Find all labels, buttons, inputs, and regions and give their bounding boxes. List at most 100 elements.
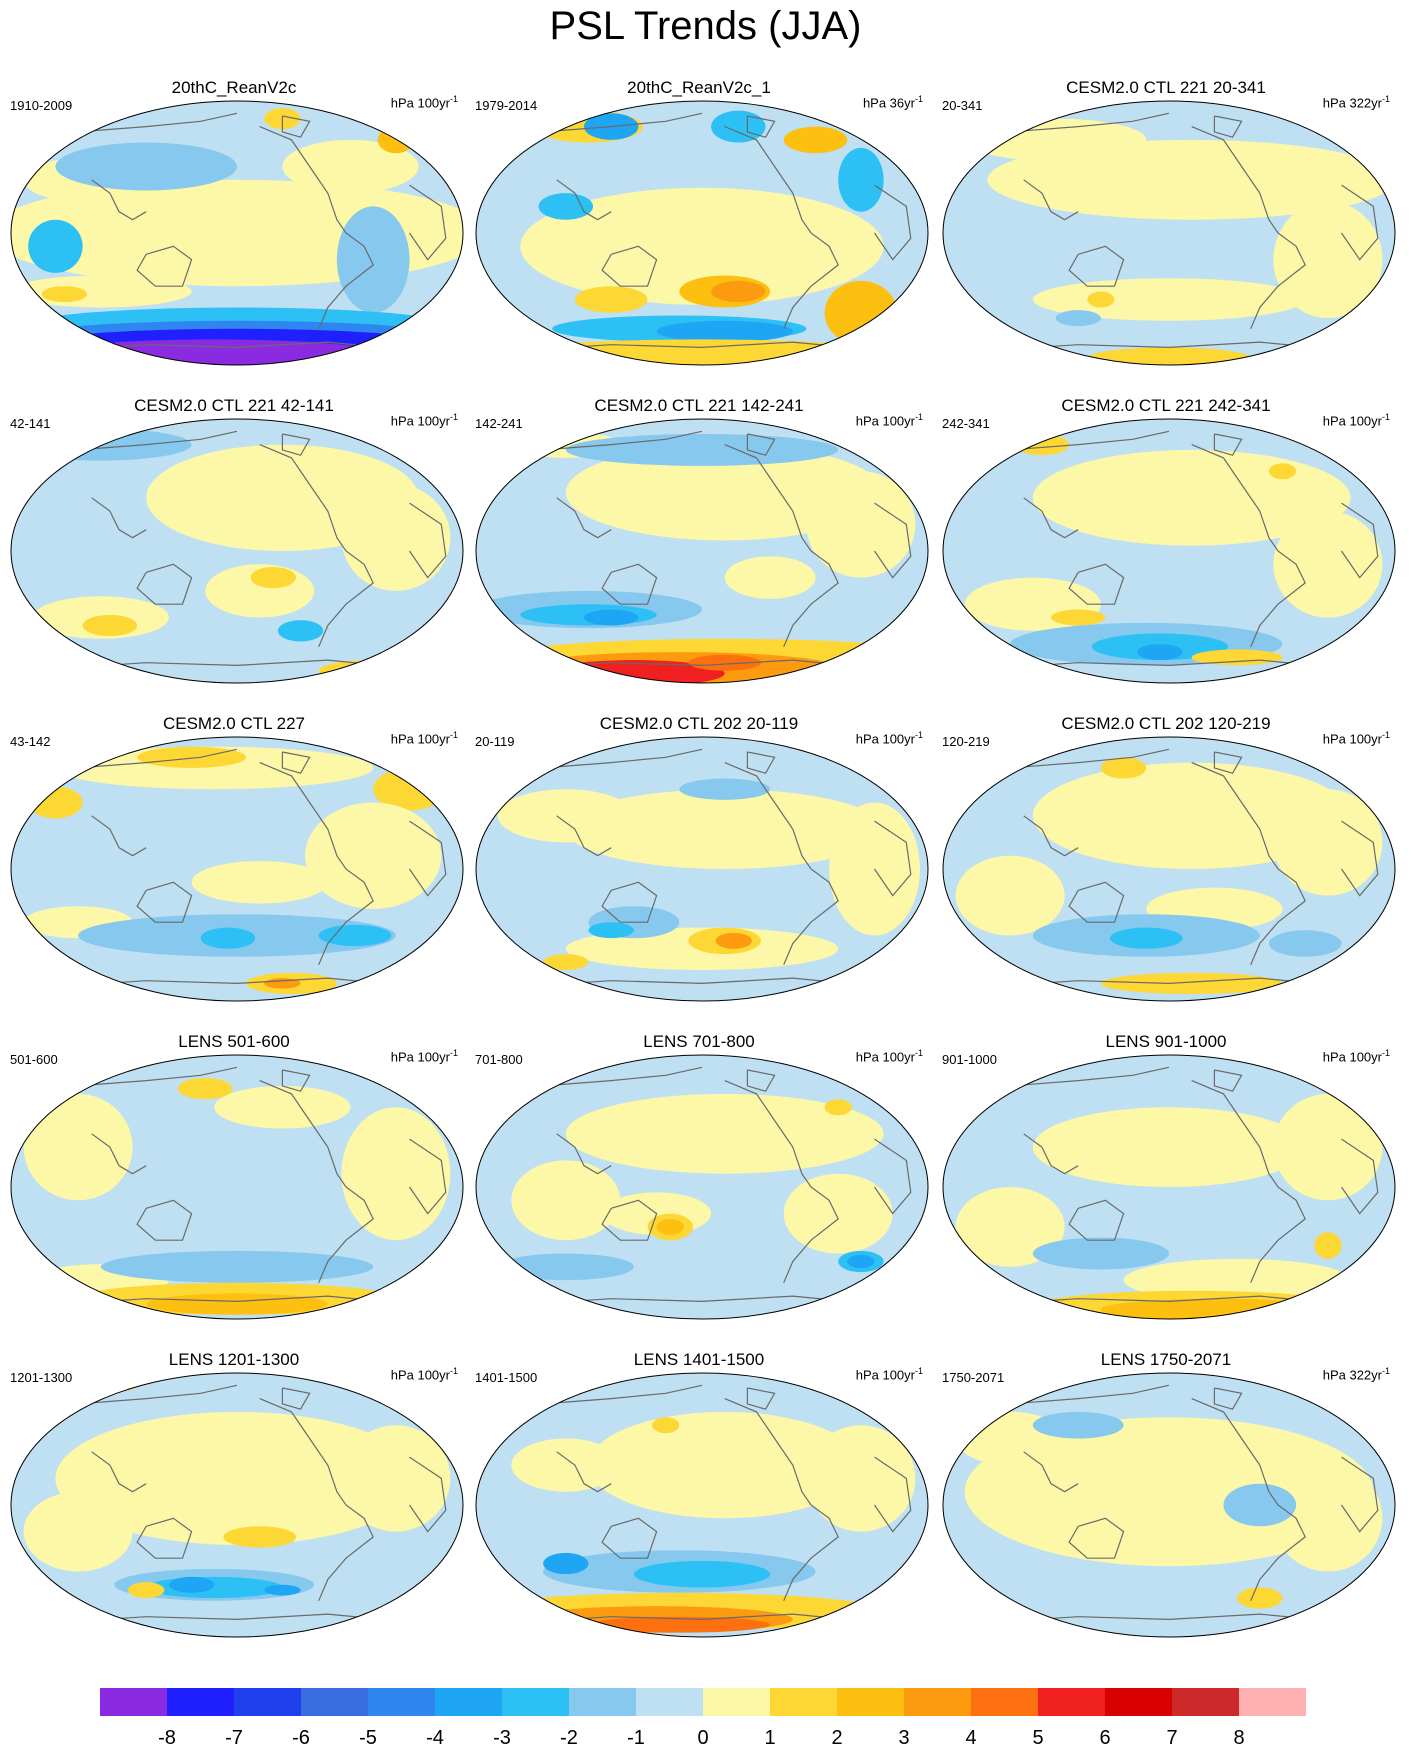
- coastline: [91, 1451, 147, 1493]
- map-border: [942, 1372, 1396, 1638]
- colorbar-tick-label: -8: [158, 1727, 176, 1748]
- contour-region: [679, 778, 771, 800]
- map-border: [942, 736, 1396, 1002]
- coastline: [724, 444, 839, 648]
- panel-title: LENS 701-800: [643, 1032, 755, 1051]
- colorbar-swatch: [703, 1688, 771, 1716]
- panel-title: CESM2.0 CTL 202 20-119: [599, 714, 799, 733]
- contour-region: [146, 1576, 283, 1599]
- panel-period: 1201-1300: [10, 1370, 73, 1385]
- panel-period: 42-141: [10, 416, 51, 431]
- colorbar-tick-label: 0: [697, 1727, 708, 1748]
- colorbar-tick-label: -4: [426, 1727, 444, 1748]
- contour-region: [277, 620, 324, 642]
- coastline: [409, 1138, 447, 1215]
- panel-title: LENS 1750-2071: [1100, 1350, 1232, 1369]
- contour-region: [82, 614, 138, 637]
- panel-title: CESM2.0 CTL 221 42-141: [134, 396, 334, 415]
- coastline: [874, 502, 912, 579]
- panel-period: 120-219: [942, 734, 990, 749]
- coastline: [1213, 433, 1243, 456]
- trend-map: [10, 1372, 464, 1638]
- contour-region: [250, 566, 297, 589]
- coastline: [556, 497, 612, 539]
- contour-region: [574, 286, 648, 313]
- panel-units: hPa 100yr-1: [390, 1048, 458, 1065]
- contour-region: [955, 855, 1065, 936]
- contour-region: [711, 280, 766, 303]
- panel-period: 1979-2014: [475, 98, 538, 113]
- coastline: [281, 751, 311, 774]
- panel-period: 43-142: [10, 734, 51, 749]
- contour-region: [146, 1293, 328, 1315]
- panel-title: 20thC_ReanV2c_1: [627, 78, 771, 97]
- coastline: [1341, 1456, 1379, 1533]
- map-panel: LENS 1401-1500 1401-1500 hPa 100yr-1: [465, 1350, 933, 1650]
- trend-map: [10, 100, 464, 366]
- contour-region: [964, 1417, 1374, 1567]
- panel-units: hPa 100yr-1: [390, 730, 458, 747]
- panel-period: 242-341: [942, 416, 990, 431]
- colorbar-tick-label: -5: [359, 1727, 377, 1748]
- colorbar-swatch: [1172, 1688, 1240, 1716]
- contour-region: [1223, 1483, 1297, 1527]
- contour-region: [41, 286, 88, 303]
- contour-region: [497, 339, 907, 365]
- contour-region: [1314, 1232, 1342, 1259]
- panel-title: CESM2.0 CTL 227: [162, 714, 306, 733]
- map-panel: LENS 1201-1300 1201-1300 hPa 100yr-1: [0, 1350, 468, 1650]
- contour-region: [511, 1160, 621, 1241]
- contour-region: [318, 924, 392, 947]
- panel-title: LENS 1201-1300: [168, 1350, 300, 1369]
- coastline: [556, 815, 612, 857]
- map-panel: 20thC_ReanV2c_1 1979-2014 hPa 36yr-1: [465, 78, 933, 378]
- contour-region: [838, 147, 884, 212]
- panel-title: 20thC_ReanV2c: [171, 78, 297, 97]
- map-border: [475, 100, 929, 366]
- map-border: [10, 418, 464, 684]
- colorbar-swatch: [502, 1688, 570, 1716]
- coastline: [874, 1138, 912, 1215]
- coastline: [136, 245, 193, 287]
- map-panel: CESM2.0 CTL 202 120-219 120-219 hPa 100yr-…: [932, 714, 1400, 1014]
- coastline: [746, 433, 776, 456]
- map-border: [475, 418, 929, 684]
- map-panel: CESM2.0 CTL 221 242-341 242-341 hPa 100yr-…: [932, 396, 1400, 696]
- panel-period: 142-241: [475, 416, 523, 431]
- contour-region: [1268, 463, 1297, 480]
- colorbar-swatch: [636, 1688, 704, 1716]
- coastline: [91, 1133, 147, 1175]
- coastline: [1191, 126, 1306, 330]
- contour-region: [28, 786, 83, 819]
- map-border: [475, 736, 929, 1002]
- panel-title: LENS 1401-1500: [633, 1350, 765, 1369]
- contour-region: [1032, 762, 1351, 869]
- contour-region: [497, 789, 634, 843]
- panel-units: hPa 100yr-1: [1322, 1048, 1390, 1065]
- panel-title: CESM2.0 CTL 202 120-219: [1061, 714, 1271, 733]
- contour-region: [28, 219, 83, 273]
- contour-region: [137, 746, 247, 768]
- map-panel: CESM2.0 CTL 221 20-341 20-341 hPa 322yr-1: [932, 78, 1400, 378]
- contour-region: [652, 1417, 680, 1434]
- colorbar-tick-label: -6: [292, 1727, 310, 1748]
- map-border: [475, 1054, 929, 1320]
- coastline: [1023, 179, 1079, 221]
- contour-region: [1032, 1107, 1306, 1187]
- colorbar-tick-label: 1: [764, 1727, 775, 1748]
- coastline: [746, 751, 776, 774]
- coastline: [556, 1451, 612, 1493]
- contour-region: [1032, 1237, 1169, 1270]
- colorbar-swatch: [301, 1688, 369, 1716]
- colorbar-tick-label: 8: [1233, 1727, 1244, 1748]
- panel-units: hPa 100yr-1: [390, 94, 458, 111]
- coastline: [1213, 115, 1243, 138]
- contour-region: [64, 1377, 138, 1394]
- panel-units: hPa 100yr-1: [1322, 730, 1390, 747]
- colorbar-swatch: [234, 1688, 302, 1716]
- coastline: [724, 1398, 839, 1602]
- coastline: [281, 1387, 311, 1410]
- coastline: [724, 762, 839, 966]
- coastline: [259, 126, 374, 330]
- contour-region: [964, 118, 1147, 162]
